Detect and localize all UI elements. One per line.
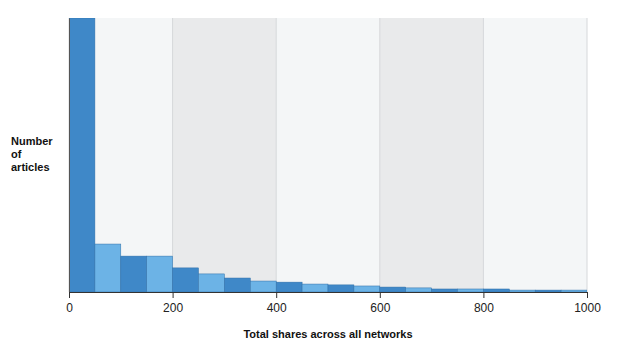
- x-tick: 200: [163, 292, 183, 315]
- x-tick: 600: [370, 292, 390, 315]
- x-tick: 0: [66, 292, 73, 315]
- bar: [95, 244, 121, 292]
- grid-line: [276, 18, 277, 292]
- grid: [69, 18, 587, 292]
- x-tick: 800: [474, 292, 494, 315]
- bar: [69, 18, 95, 292]
- grid-line: [587, 18, 588, 292]
- bar: [458, 289, 484, 292]
- x-tick-label: 1000: [574, 301, 601, 315]
- bar: [483, 289, 509, 292]
- x-tick-mark: [380, 292, 381, 298]
- grid-band: [276, 18, 380, 292]
- bar: [250, 281, 276, 292]
- x-tick-mark: [69, 292, 70, 298]
- grid-band: [69, 18, 173, 292]
- x-tick: 1000: [574, 292, 601, 315]
- bar: [199, 274, 225, 292]
- grid-line: [69, 18, 70, 292]
- bars: [69, 18, 587, 292]
- x-axis-line: [70, 292, 588, 293]
- y-axis-title-line: Number: [11, 135, 53, 147]
- chart: 0 200 400 600 800 1000 Total shares across all…: [0, 0, 638, 352]
- x-tick-label: 600: [370, 301, 390, 315]
- x-tick-label: 200: [163, 301, 183, 315]
- bar: [173, 268, 199, 292]
- x-axis-title: Total shares across all networks: [243, 328, 412, 340]
- grid-band: [483, 18, 587, 292]
- x-tick-mark: [276, 292, 277, 298]
- y-axis-title-line: of: [11, 148, 22, 160]
- x-axis: 0 200 400 600 800 1000: [66, 292, 601, 315]
- grid-band: [380, 18, 484, 292]
- bar: [328, 285, 354, 292]
- bar: [535, 290, 561, 292]
- bar: [432, 289, 458, 292]
- grid-band: [173, 18, 277, 292]
- bar: [121, 256, 147, 292]
- grid-line: [172, 18, 173, 292]
- x-tick-mark: [587, 292, 588, 298]
- grid-line: [483, 18, 484, 292]
- bar: [276, 282, 302, 292]
- bar: [224, 278, 250, 292]
- x-tick-mark: [173, 292, 174, 298]
- x-tick-label: 800: [474, 301, 494, 315]
- bar: [354, 286, 380, 292]
- bar: [380, 287, 406, 292]
- y-axis-line: [69, 19, 70, 293]
- x-tick-mark: [483, 292, 484, 298]
- grid-line: [379, 18, 380, 292]
- bar: [561, 290, 587, 292]
- plot-area: 0 200 400 600 800 1000: [66, 18, 601, 315]
- y-axis: [69, 19, 70, 293]
- y-axis-title: Numberofarticles: [11, 135, 53, 173]
- y-axis-title-line: articles: [11, 161, 50, 173]
- x-tick-label: 400: [267, 301, 287, 315]
- bar: [147, 256, 173, 292]
- bar: [406, 288, 432, 292]
- x-tick-label: 0: [66, 301, 73, 315]
- bar: [302, 284, 328, 292]
- x-tick: 400: [267, 292, 287, 315]
- bar: [509, 290, 535, 292]
